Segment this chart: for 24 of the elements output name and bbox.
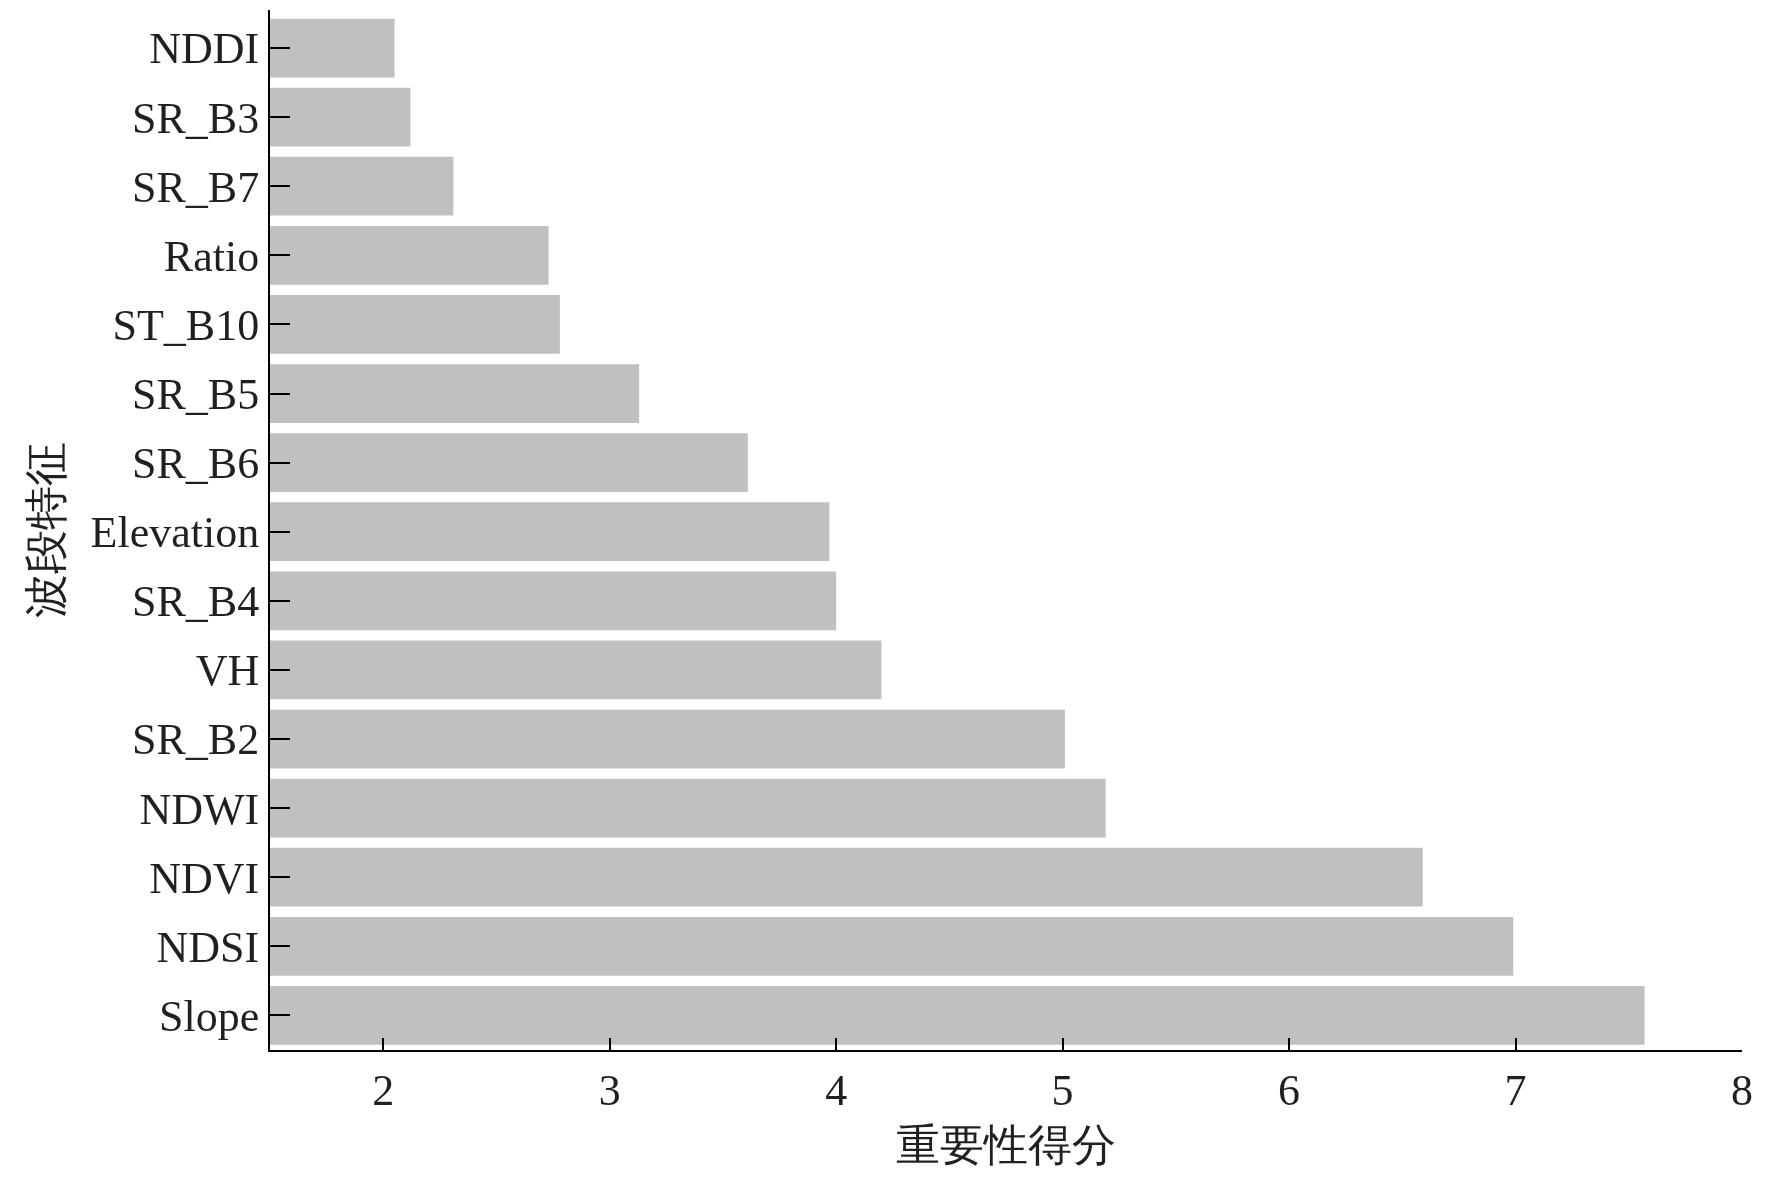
x-tick-label: 5 [1051,1065,1074,1115]
y-tick-label: NDDI [149,24,260,74]
x-tick-label: 6 [1278,1065,1301,1115]
y-tick-label: SR_B2 [132,715,260,765]
y-tick-label: Slope [158,991,260,1041]
x-tick-label: 3 [598,1065,621,1115]
y-tick-label: ST_B10 [112,300,260,350]
x-tick-label: 4 [825,1065,848,1115]
y-axis-title: 波段特征 [22,442,72,618]
y-tick-label: Ratio [163,231,260,281]
y-tick-label: NDWI [139,784,260,834]
y-tick-label: NDSI [156,922,260,972]
x-tick-label: 8 [1731,1065,1753,1115]
x-tick-label: 2 [372,1065,395,1115]
y-tick-label: SR_B7 [132,162,260,212]
y-tick-label: VH [195,646,260,696]
y-tick-label: SR_B3 [132,93,260,143]
y-tick-label: Elevation [90,508,260,558]
y-tick-label: SR_B6 [132,439,260,489]
x-axis-title: 重要性得分 [896,1120,1116,1170]
x-tick-label: 7 [1504,1065,1527,1115]
y-tick-label: NDVI [149,853,260,903]
y-tick-label: SR_B5 [132,369,260,419]
y-tick-label: SR_B4 [132,577,260,627]
